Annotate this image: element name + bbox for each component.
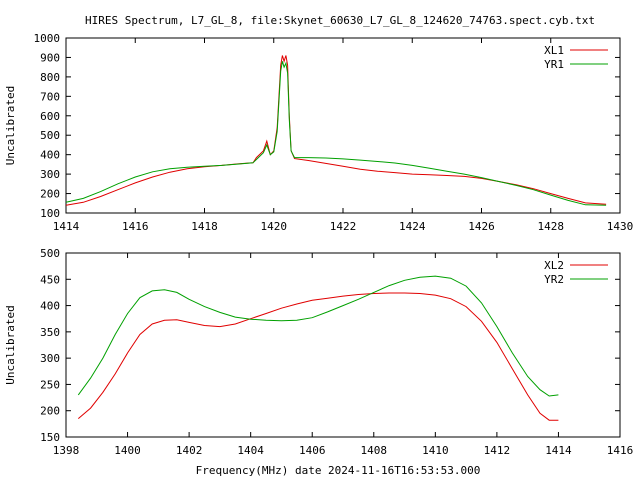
x-tick-label: 1416 [607, 444, 634, 457]
y-axis-label: Uncalibrated [4, 86, 17, 165]
legend-label: YR1 [544, 58, 564, 71]
chart-title: HIRES Spectrum, L7_GL_8, file:Skynet_606… [85, 14, 595, 27]
y-tick-label: 100 [40, 207, 60, 220]
series-line-xl1 [65, 55, 607, 206]
x-tick-label: 1412 [484, 444, 511, 457]
x-tick-label: 1426 [468, 220, 495, 233]
x-tick-label: 1416 [122, 220, 149, 233]
x-tick-label: 1424 [399, 220, 426, 233]
x-tick-label: 1410 [422, 444, 449, 457]
series-line-xl2 [77, 292, 559, 421]
y-tick-label: 900 [40, 51, 60, 64]
y-tick-label: 800 [40, 71, 60, 84]
y-tick-label: 600 [40, 110, 60, 123]
y-tick-label: 200 [40, 188, 60, 201]
y-tick-label: 300 [40, 352, 60, 365]
y-tick-label: 150 [40, 431, 60, 444]
legend-label: XL1 [544, 44, 564, 57]
x-tick-label: 1398 [53, 444, 80, 457]
x-tick-label: 1428 [538, 220, 565, 233]
x-tick-label: 1414 [545, 444, 572, 457]
x-tick-label: 1430 [607, 220, 634, 233]
y-tick-label: 250 [40, 378, 60, 391]
legend-label: XL2 [544, 259, 564, 272]
y-tick-label: 500 [40, 129, 60, 142]
top-panel: 1414 1416 1418 1420 1422 1424 1426 1428 1430 100 2… [4, 32, 633, 233]
y-tick-label: 450 [40, 273, 60, 286]
x-tick-label: 1406 [299, 444, 326, 457]
y-tick-label: 1000 [34, 32, 61, 45]
plot-frame [65, 37, 621, 214]
x-tick-label: 1404 [237, 444, 264, 457]
y-tick-label: 700 [40, 90, 60, 103]
bottom-panel: 1398 1400 1402 1404 1406 1408 1410 1412 1414 1416… [4, 247, 633, 457]
x-tick-label: 1414 [53, 220, 80, 233]
x-tick-label: 1400 [114, 444, 141, 457]
x-tick-label: 1402 [176, 444, 203, 457]
series-line-yr1 [65, 61, 607, 206]
series-line-yr2 [77, 275, 559, 397]
y-tick-label: 500 [40, 247, 60, 260]
x-tick-label: 1408 [361, 444, 388, 457]
y-tick-label: 400 [40, 300, 60, 313]
y-tick-label: 350 [40, 326, 60, 339]
y-tick-label: 200 [40, 405, 60, 418]
legend-label: YR2 [544, 273, 564, 286]
x-tick-label: 1420 [261, 220, 288, 233]
y-tick-label: 300 [40, 168, 60, 181]
plot-frame [65, 252, 621, 438]
y-tick-label: 400 [40, 149, 60, 162]
x-tick-label: 1422 [330, 220, 357, 233]
x-tick-label: 1418 [191, 220, 218, 233]
x-axis-label: Frequency(MHz) date 2024-11-16T16:53:53.… [196, 464, 481, 477]
y-axis-label: Uncalibrated [4, 305, 17, 384]
